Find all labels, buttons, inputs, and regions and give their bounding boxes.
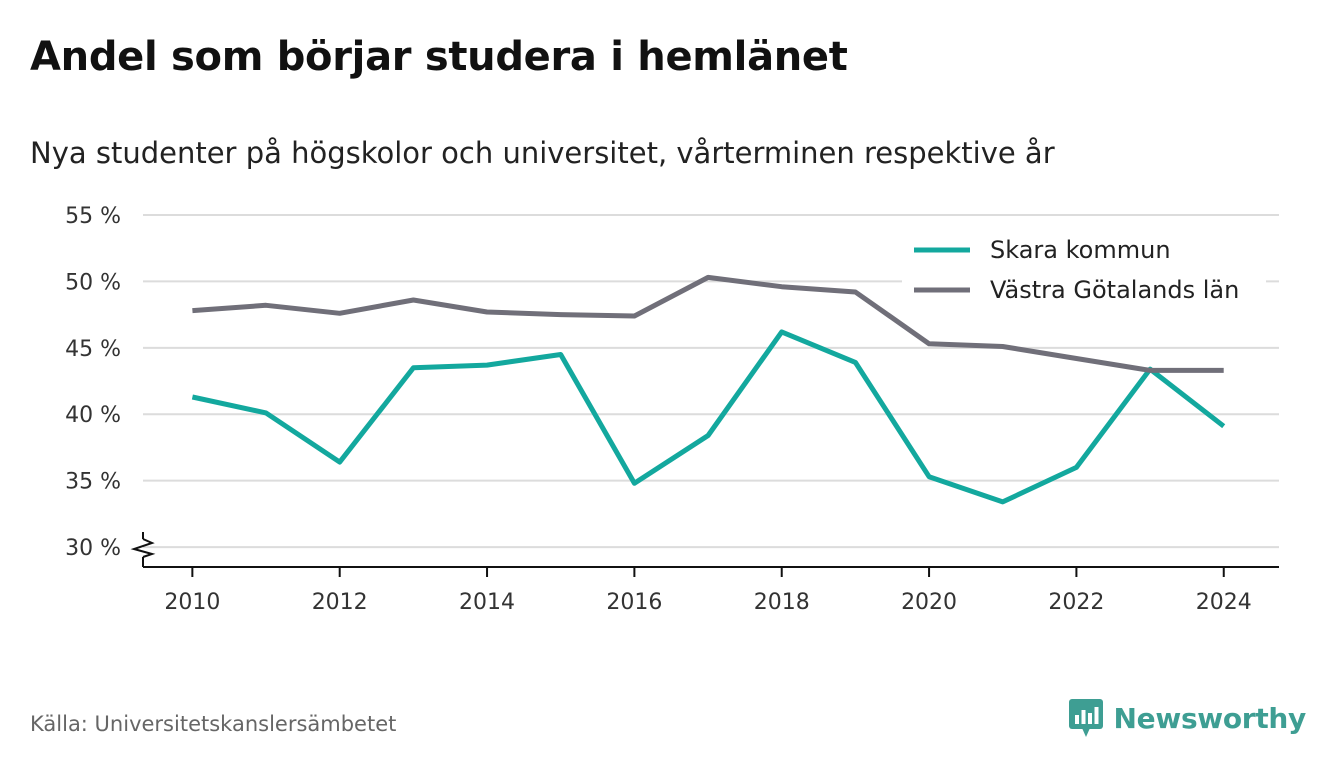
y-tick-label: 45 % xyxy=(65,337,121,362)
line-chart: 30 %35 %40 %45 %50 %55 % 2010 2012 2014 201… xyxy=(65,204,1279,615)
brand-logo: Newsworthy xyxy=(1068,698,1306,738)
x-tick-label: 2024 xyxy=(1196,590,1252,615)
y-tick-label: 30 % xyxy=(65,536,121,561)
series-line-skara-kommun xyxy=(191,329,1226,505)
bar-chart-speech-bubble-icon xyxy=(1068,699,1103,737)
legend: Skara kommun Västra Götalands län xyxy=(902,229,1266,311)
x-tick-label: 2016 xyxy=(606,590,662,615)
x-tick-label: 2012 xyxy=(312,590,368,615)
x-tick-label: 2022 xyxy=(1048,590,1104,615)
x-tick-label: 2020 xyxy=(901,590,957,615)
series-lines xyxy=(191,274,1226,505)
source-note: Källa: Universitetskanslersämbetet xyxy=(30,712,397,736)
chart-title: Andel som börjar studera i hemlänet xyxy=(30,34,848,80)
gridlines xyxy=(143,214,1279,549)
y-tick-label: 55 % xyxy=(65,204,121,229)
y-tick-label: 35 % xyxy=(65,470,121,495)
y-axis-ticks: 30 % 35 % 40 % 45 % 50 % 55 % xyxy=(65,204,121,561)
chart-subtitle: Nya studenter på högskolor och universit… xyxy=(30,136,1055,170)
x-axis: 2010 2012 2014 2016 2018 2020 2022 2024 xyxy=(130,532,1279,615)
legend-label: Skara kommun xyxy=(990,236,1171,264)
x-tick-label: 2018 xyxy=(754,590,810,615)
y-tick-label: 50 % xyxy=(65,270,121,295)
y-axis-break-marker xyxy=(130,538,156,558)
x-tick-label: 2014 xyxy=(459,590,515,615)
legend-background xyxy=(902,229,1266,311)
series-line-vastra-gotalands-lan xyxy=(192,274,1224,373)
x-tick-label: 2010 xyxy=(164,590,220,615)
brand-name: Newsworthy xyxy=(1113,701,1307,735)
y-tick-label: 40 % xyxy=(65,403,121,428)
legend-label: Västra Götalands län xyxy=(990,276,1239,304)
